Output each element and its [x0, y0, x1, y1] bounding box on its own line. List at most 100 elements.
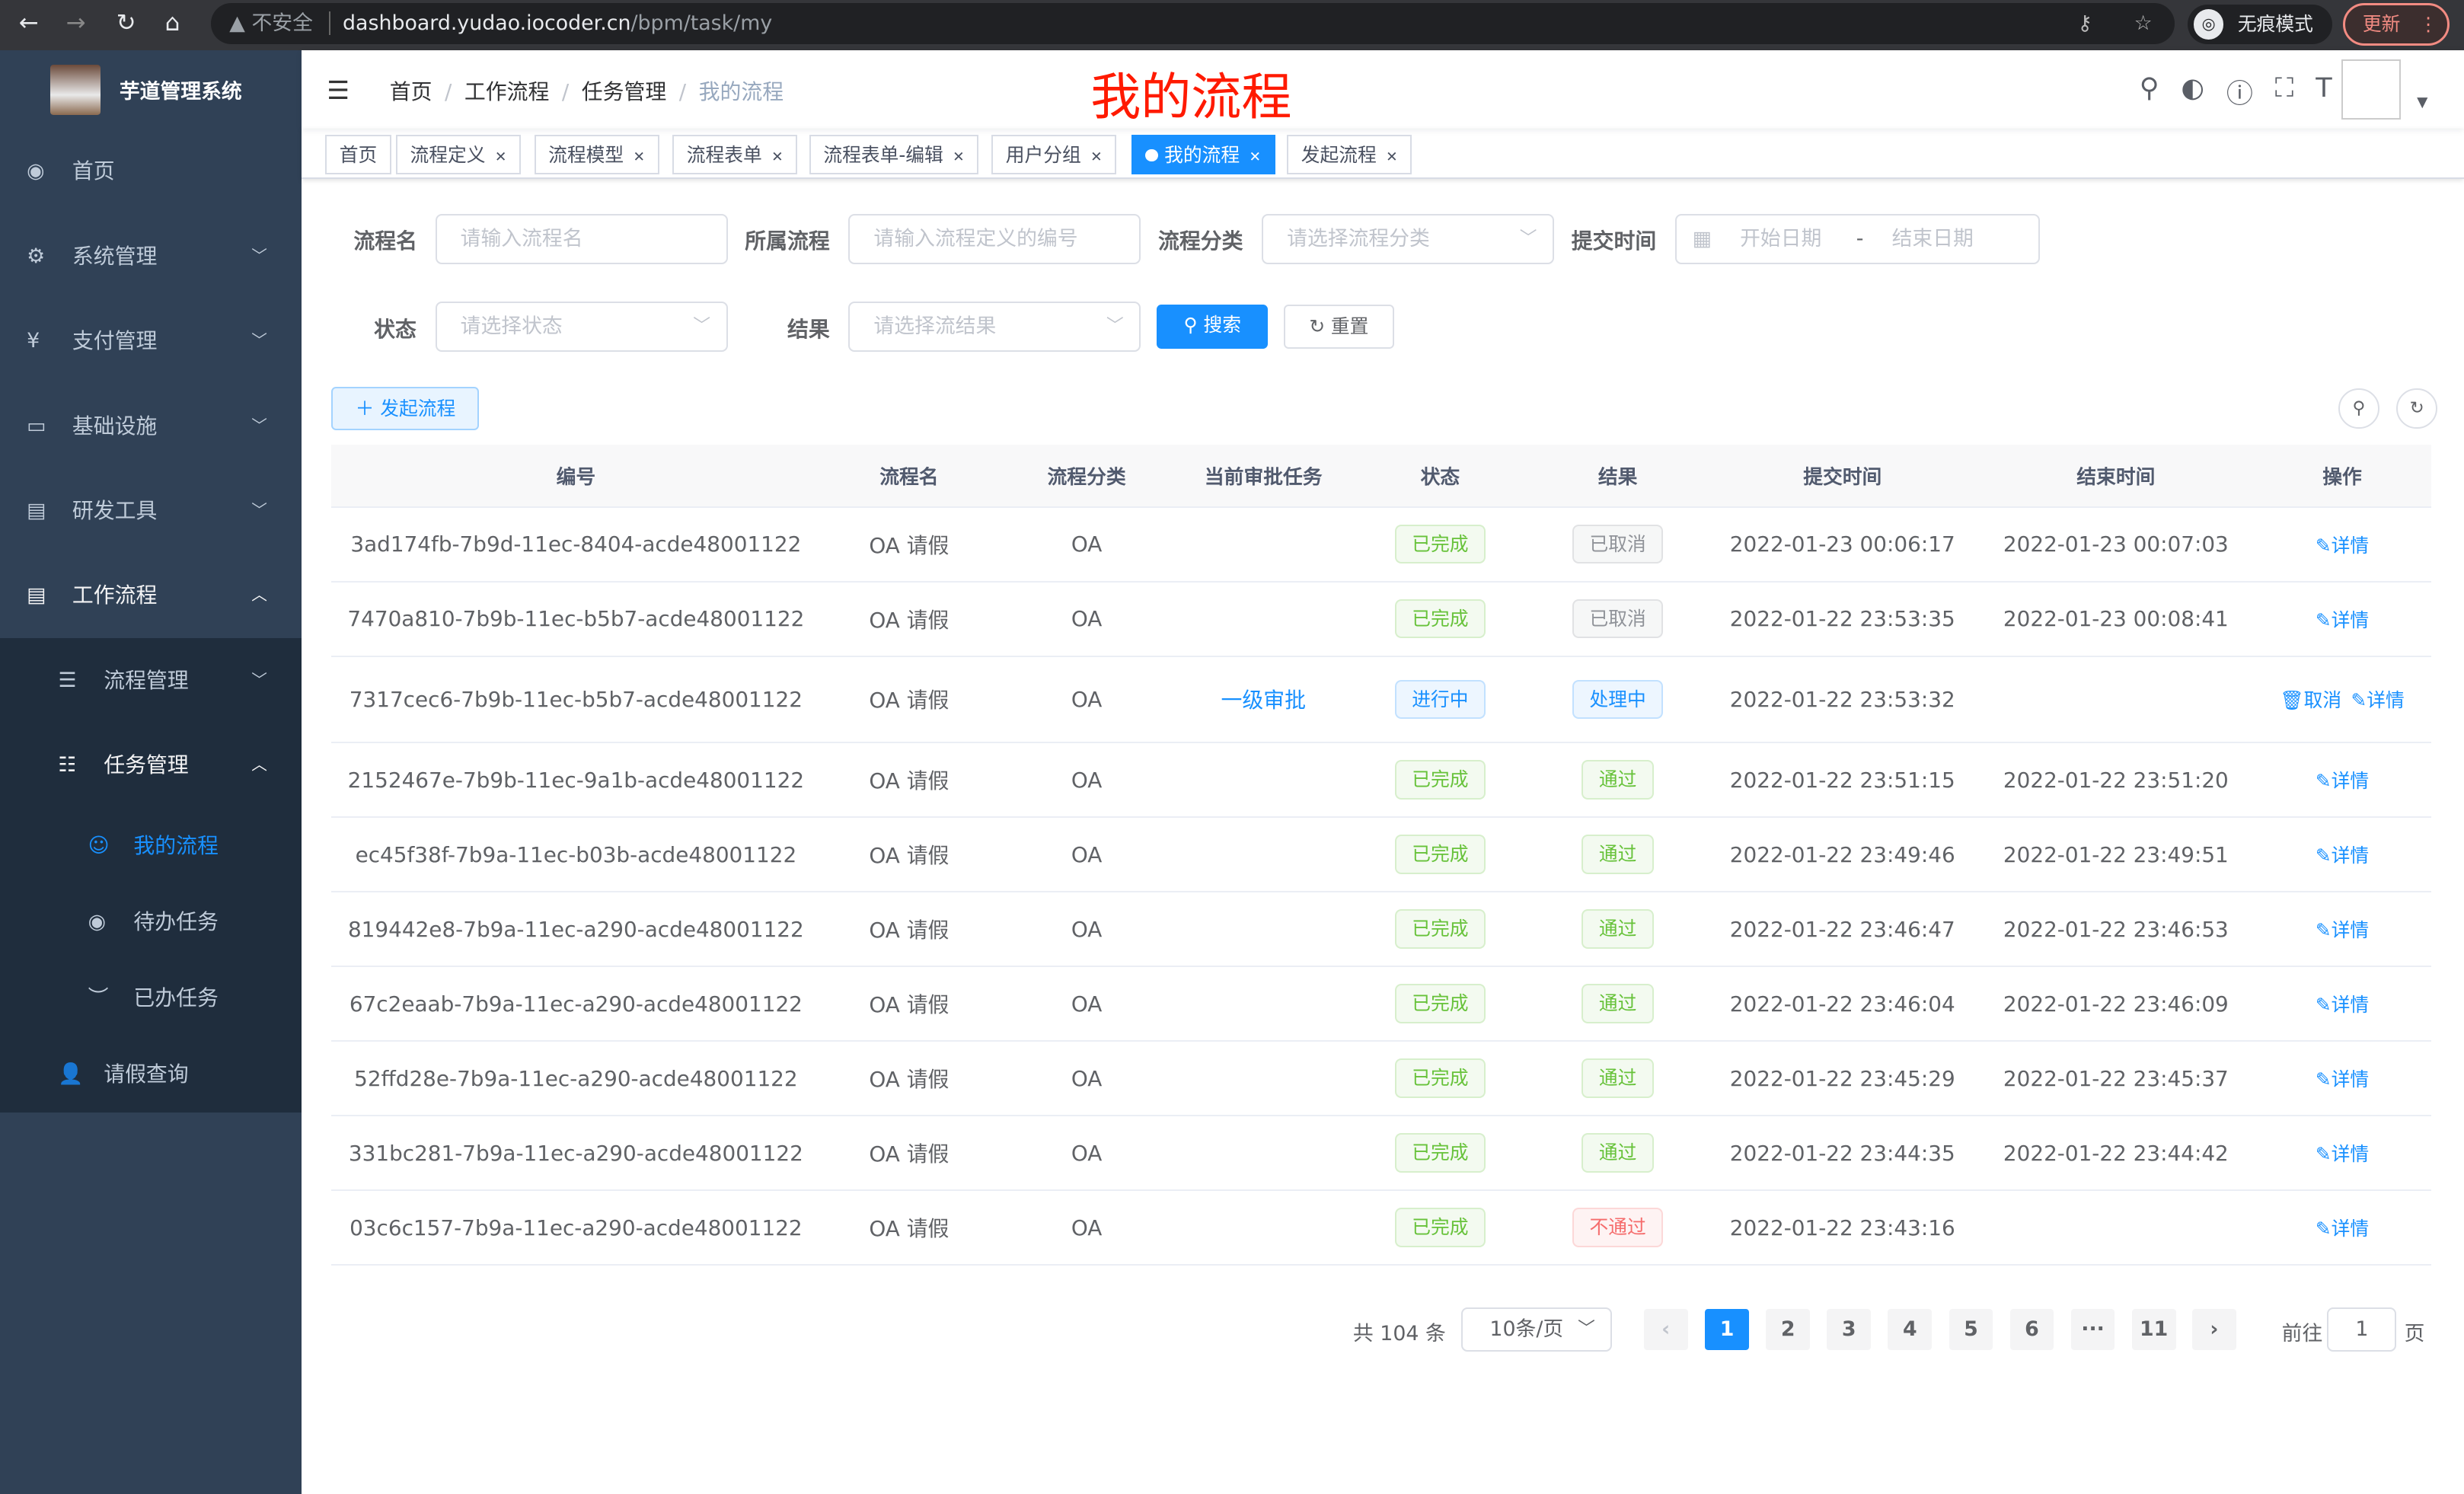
result-tag: 通过	[1581, 835, 1654, 874]
result-tag: 已取消	[1572, 599, 1664, 639]
sidebar-item-workflow[interactable]: ▤ 工作流程 ︿	[0, 553, 302, 637]
fullscreen-icon[interactable]: ⛶	[2274, 72, 2294, 104]
github-icon[interactable]: ◐	[2181, 72, 2204, 104]
detail-link[interactable]: ✎详情	[2351, 689, 2405, 711]
tag-3[interactable]: 流程表单 ✕	[672, 135, 798, 175]
sidebar-item-my-process[interactable]: ☺ 我的流程	[0, 808, 302, 884]
reload-icon[interactable]: ↻	[116, 9, 136, 37]
detail-link[interactable]: ✎详情	[2316, 609, 2369, 631]
tag-label: 流程定义	[410, 144, 486, 167]
detail-link[interactable]: ✎详情	[2316, 770, 2369, 792]
sidebar-item-todo[interactable]: ◉ 待办任务	[0, 884, 302, 960]
sidebar-item-done[interactable]: ︶ 已办任务	[0, 960, 302, 1036]
goto-page-input[interactable]: 1	[2327, 1307, 2397, 1352]
page-button[interactable]: 2	[1766, 1309, 1811, 1350]
page-button[interactable]: 11	[2131, 1309, 2176, 1350]
table-row: 7470a810-7b9b-11ec-b5b7-acde48001122 OA 请…	[331, 583, 2431, 657]
result-tag: 通过	[1581, 1133, 1654, 1173]
category-select[interactable]: 请选择流程分类 ﹀	[1262, 213, 1555, 264]
submit-time: 2022-01-22 23:53:35	[1729, 606, 1955, 632]
tag-5[interactable]: 用户分组 ✕	[991, 135, 1117, 175]
reset-button[interactable]: ↻ 重置	[1284, 305, 1394, 350]
column-header: 流程分类	[1047, 465, 1126, 489]
detail-link[interactable]: ✎详情	[2316, 919, 2369, 941]
forward-icon[interactable]: →	[65, 9, 86, 37]
definition-input[interactable]: 请输入流程定义的编号	[848, 213, 1141, 264]
date-range-picker[interactable]: ▦ 开始日期 - 结束日期	[1675, 213, 2040, 264]
help-icon[interactable]: ⓘ	[2226, 78, 2253, 110]
result-select[interactable]: 请选择流结果 ﹀	[848, 302, 1141, 353]
breadcrumb-item[interactable]: 工作流程	[464, 79, 550, 105]
incognito-indicator[interactable]: ◎ 无痕模式	[2187, 5, 2332, 44]
star-icon[interactable]: ☆	[2134, 11, 2153, 36]
detail-link[interactable]: ✎详情	[2316, 994, 2369, 1016]
detail-link[interactable]: ✎详情	[2316, 844, 2369, 867]
search-button[interactable]: ⚲ 搜索	[1156, 305, 1269, 350]
status-select[interactable]: 请选择状态 ﹀	[435, 302, 728, 353]
tag-4[interactable]: 流程表单-编辑 ✕	[809, 135, 979, 175]
close-icon[interactable]: ✕	[633, 149, 646, 166]
close-icon[interactable]: ✕	[1249, 149, 1262, 166]
page-button[interactable]: 5	[1949, 1309, 1993, 1350]
table-row: 7317cec6-7b9b-11ec-b5b7-acde48001122 OA 请…	[331, 657, 2431, 744]
avatar[interactable]	[2341, 59, 2402, 120]
hamburger-icon[interactable]: ☰	[327, 75, 349, 106]
page-button[interactable]: 1	[1705, 1309, 1749, 1350]
tag-label: 发起流程	[1301, 144, 1377, 167]
sidebar-item-devtools[interactable]: ▤ 研发工具 ﹀	[0, 468, 302, 553]
tag-label: 我的流程	[1164, 144, 1240, 167]
sidebar-item-home[interactable]: ◉ 首页	[0, 129, 302, 213]
caret-down-icon[interactable]: ▼	[2417, 94, 2428, 110]
font-size-icon[interactable]: T	[2316, 72, 2332, 104]
sidebar-item-leave[interactable]: 👤 请假查询	[0, 1036, 302, 1113]
result-tag: 已取消	[1572, 524, 1664, 564]
page-button[interactable]: 6	[2009, 1309, 2054, 1350]
address-bar[interactable]: ▲ 不安全 dashboard.yudao.iocoder.cn/bpm/task…	[210, 3, 2175, 44]
key-icon[interactable]: ⚷	[2077, 11, 2092, 36]
name-input[interactable]: 请输入流程名	[435, 213, 728, 264]
sidebar-item-process-manage[interactable]: ☰ 流程管理 ﹀	[0, 638, 302, 723]
close-icon[interactable]: ✕	[1090, 149, 1103, 166]
tag-label: 用户分组	[1005, 144, 1081, 167]
close-icon[interactable]: ✕	[953, 149, 965, 166]
page-size-select[interactable]: 10条/页 ﹀	[1461, 1307, 1613, 1352]
tag-1[interactable]: 流程定义 ✕	[396, 135, 521, 175]
sidebar-item-system[interactable]: ⚙ 系统管理 ﹀	[0, 214, 302, 298]
toggle-search-icon[interactable]: ⚲	[2338, 388, 2379, 429]
cancel-link[interactable]: 🗑取消	[2280, 689, 2341, 711]
page-button[interactable]: 3	[1827, 1309, 1872, 1350]
create-process-button[interactable]: ＋ 发起流程	[331, 386, 480, 431]
more-pages-icon[interactable]: ···	[2070, 1309, 2115, 1350]
process-name: OA 请假	[869, 607, 950, 633]
detail-link[interactable]: ✎详情	[2316, 1218, 2369, 1240]
page-button[interactable]: 4	[1888, 1309, 1933, 1350]
tag-2[interactable]: 流程模型 ✕	[534, 135, 659, 175]
prev-page-button[interactable]: ‹	[1643, 1309, 1688, 1350]
sidebar-item-infra[interactable]: ▭ 基础设施 ﹀	[0, 384, 302, 468]
refresh-icon[interactable]: ↻	[2396, 388, 2437, 429]
breadcrumb-item[interactable]: 任务管理	[581, 79, 667, 105]
detail-link[interactable]: ✎详情	[2316, 535, 2369, 557]
label: 详情	[2331, 919, 2370, 942]
logo-image	[50, 64, 101, 115]
tag-0[interactable]: 首页	[325, 135, 391, 175]
sidebar-logo[interactable]: 芋道管理系统	[0, 50, 302, 129]
update-button[interactable]: 更新 ⋮	[2343, 3, 2450, 46]
breadcrumb-item[interactable]: 首页	[389, 79, 432, 105]
close-icon[interactable]: ✕	[1386, 149, 1398, 166]
close-icon[interactable]: ✕	[771, 149, 784, 166]
process-name: OA 请假	[869, 992, 950, 1018]
next-page-button[interactable]: ›	[2192, 1309, 2236, 1350]
current-task-link[interactable]: 一级审批	[1221, 688, 1306, 713]
tag-6[interactable]: 我的流程 ✕	[1131, 135, 1275, 175]
sidebar-item-task-manage[interactable]: ☷ 任务管理 ︿	[0, 723, 302, 807]
search-icon[interactable]: ⚲	[2139, 72, 2159, 104]
chevron-up-icon: ︿	[251, 755, 267, 774]
sidebar-item-pay[interactable]: ¥ 支付管理 ﹀	[0, 298, 302, 383]
detail-link[interactable]: ✎详情	[2316, 1068, 2369, 1090]
back-icon[interactable]: ←	[18, 9, 39, 37]
close-icon[interactable]: ✕	[494, 149, 507, 166]
tag-7[interactable]: 发起流程 ✕	[1287, 135, 1412, 175]
detail-link[interactable]: ✎详情	[2316, 1143, 2369, 1165]
home-icon[interactable]: ⌂	[164, 9, 180, 37]
